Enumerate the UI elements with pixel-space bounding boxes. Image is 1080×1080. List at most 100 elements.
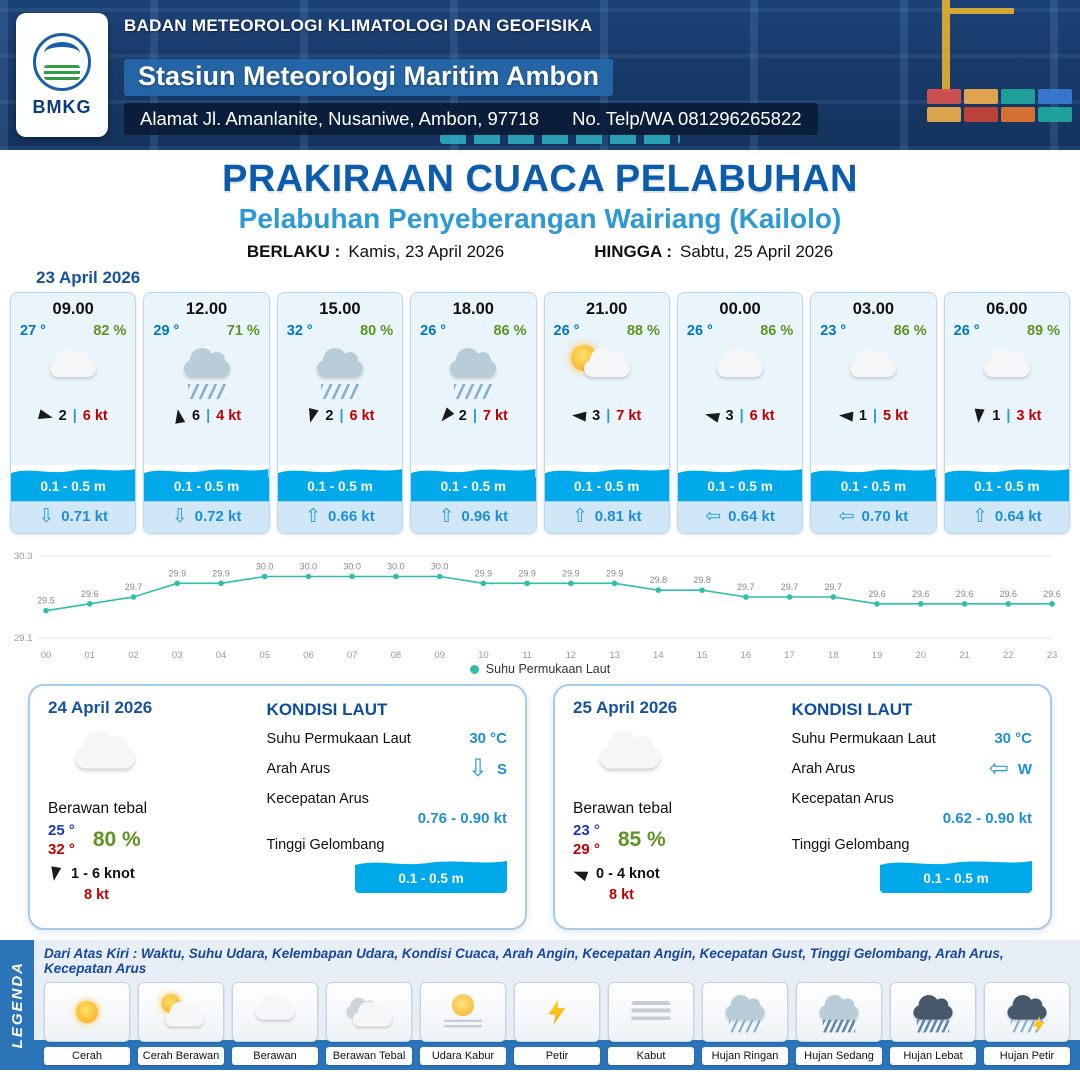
hourly-time: 12.00 (185, 300, 228, 318)
cerah-icon (57, 992, 117, 1031)
legend-item: Berawan (232, 982, 318, 1070)
page-title: PRAKIRAAN CUACA PELABUHAN (222, 158, 858, 200)
wind-direction-icon (48, 866, 62, 882)
weather-icon-hujan-sedang (411, 341, 535, 403)
legend-item-label: Petir (514, 1047, 600, 1065)
wave-height: 0.1 - 0.5 m (144, 477, 269, 501)
wind-speed: 6 (191, 408, 201, 424)
hourly-card: 06.00 26 ° 89 % 1 | 3 kt 0.1 - 0.5 m ⇧ 0.64 … (943, 292, 1070, 534)
legend-item-label: Hujan Petir (984, 1047, 1070, 1065)
sea-conditions-heading: KONDISI LAUT (791, 700, 913, 719)
wind-direction-icon (571, 866, 589, 882)
wave-height: 0.1 - 0.5 m (11, 477, 136, 501)
svg-text:29.8: 29.8 (650, 575, 668, 585)
day-condition: Berawan tebal (48, 800, 148, 817)
svg-text:14: 14 (653, 650, 664, 661)
hujan-petir-icon (997, 992, 1057, 1034)
wave-height: 0.1 - 0.5 m (677, 477, 803, 501)
wave-height: 0.1 - 0.5 m (880, 869, 1032, 893)
berawan-icon (245, 992, 305, 1031)
day-date: 24 April 2026 (48, 698, 153, 717)
wind-speed: 2 (325, 408, 334, 424)
wave-height-band: 0.1 - 0.5 m (411, 465, 536, 501)
port-name: Pelabuhan Penyeberangan Wairiang (Kailol… (238, 203, 842, 234)
hourly-temp: 23 ° (820, 323, 847, 339)
legend-item: Hujan Sedang (796, 982, 882, 1070)
legend-item-label: Hujan Ringan (702, 1047, 788, 1065)
svg-text:08: 08 (391, 650, 402, 661)
hujan-ringan-icon (715, 992, 775, 1033)
wave-height: 0.1 - 0.5 m (944, 477, 1069, 501)
svg-text:30.0: 30.0 (343, 562, 361, 572)
gust-speed: 6 kt (349, 408, 375, 424)
separator: | (339, 408, 344, 424)
current-speed: 0.81 kt (594, 508, 642, 525)
wave-height-label: Tinggi Gelombang (791, 837, 910, 853)
svg-text:30.3: 30.3 (14, 551, 33, 562)
svg-text:21: 21 (959, 650, 970, 661)
wind-speed: 1 (858, 408, 867, 424)
temp-max: 29 ° (573, 841, 600, 858)
current-speed: 0.71 kt (61, 508, 108, 525)
separator: | (72, 408, 77, 424)
svg-text:04: 04 (216, 650, 227, 661)
hourly-temp: 27 ° (20, 323, 46, 339)
legend-item: Petir (514, 982, 600, 1070)
svg-text:02: 02 (128, 650, 139, 661)
svg-text:07: 07 (347, 650, 358, 661)
petir-icon (527, 992, 587, 1031)
svg-text:29.6: 29.6 (956, 589, 974, 599)
sst-label: Suhu Permukaan Laut (266, 730, 411, 747)
chart-series-label: Suhu Permukaan Laut (485, 662, 611, 676)
current-speed: 0.96 kt (461, 508, 509, 525)
hourly-time: 00.00 (719, 300, 761, 318)
svg-text:00: 00 (41, 650, 52, 661)
legend-item-label: Kabut (608, 1047, 694, 1065)
hourly-time: 21.00 (586, 300, 628, 318)
weather-icon-berawan-tebal (48, 726, 255, 788)
wind-direction-icon (838, 410, 854, 422)
svg-text:05: 05 (259, 650, 270, 661)
hourly-humidity: 86 % (493, 323, 527, 339)
current-direction-icon: ⇦ (838, 506, 855, 527)
berawan-tebal-icon (339, 992, 399, 1031)
bmkg-emblem-icon (33, 32, 91, 91)
wave-height-band: 0.1 - 0.5 m (355, 857, 507, 893)
cerah-berawan-icon (151, 992, 211, 1031)
sea-conditions-heading: KONDISI LAUT (266, 700, 388, 719)
wave-height-band: 0.1 - 0.5 m (944, 465, 1069, 501)
wind-direction-icon (704, 409, 721, 423)
wave-height-band: 0.1 - 0.5 m (811, 465, 936, 501)
legend-item-label: Berawan Tebal (326, 1047, 412, 1065)
wind-direction-icon (172, 408, 186, 424)
svg-text:29.6: 29.6 (81, 589, 99, 599)
current-direction-icon: ⇩ (38, 506, 55, 527)
wave-height-band: 0.1 - 0.5 m (144, 465, 269, 501)
header: BMKG BADAN METEOROLOGI KLIMATOLOGI DAN G… (0, 0, 1080, 150)
temp-min: 25 ° (48, 822, 75, 839)
legend-item: Hujan Petir (984, 982, 1070, 1070)
wind-speed: 1 (992, 408, 1001, 424)
legend-band: LEGENDA (0, 940, 34, 1070)
weather-icon-berawan (811, 341, 935, 403)
svg-text:19: 19 (872, 650, 883, 661)
current-speed: 0.64 kt (994, 508, 1042, 525)
wind-range: 1 - 6 knot (71, 866, 135, 882)
wind-direction-icon (305, 407, 320, 425)
current-direction-icon: ⇧ (305, 506, 322, 527)
legend-item-label: Hujan Lebat (890, 1047, 976, 1065)
svg-text:29.6: 29.6 (999, 589, 1017, 599)
hourly-humidity: 89 % (1026, 323, 1060, 339)
hujan-sedang-icon (809, 992, 869, 1033)
station-name: Stasiun Meteorologi Maritim Ambon (124, 59, 614, 96)
legend-item-label: Hujan Sedang (796, 1047, 882, 1065)
separator: | (739, 408, 744, 424)
legend-section: LEGENDA Dari Atas Kiri : Waktu, Suhu Uda… (0, 940, 1080, 1070)
svg-text:15: 15 (697, 650, 708, 661)
svg-text:29.6: 29.6 (868, 589, 886, 599)
svg-text:09: 09 (434, 650, 445, 661)
title-section: PRAKIRAAN CUACA PELABUHAN Pelabuhan Peny… (0, 150, 1080, 266)
legend-item-label: Cerah Berawan (138, 1047, 224, 1065)
gust-speed: 7 kt (616, 408, 642, 424)
legend-item-label: Udara Kabur (420, 1047, 506, 1065)
